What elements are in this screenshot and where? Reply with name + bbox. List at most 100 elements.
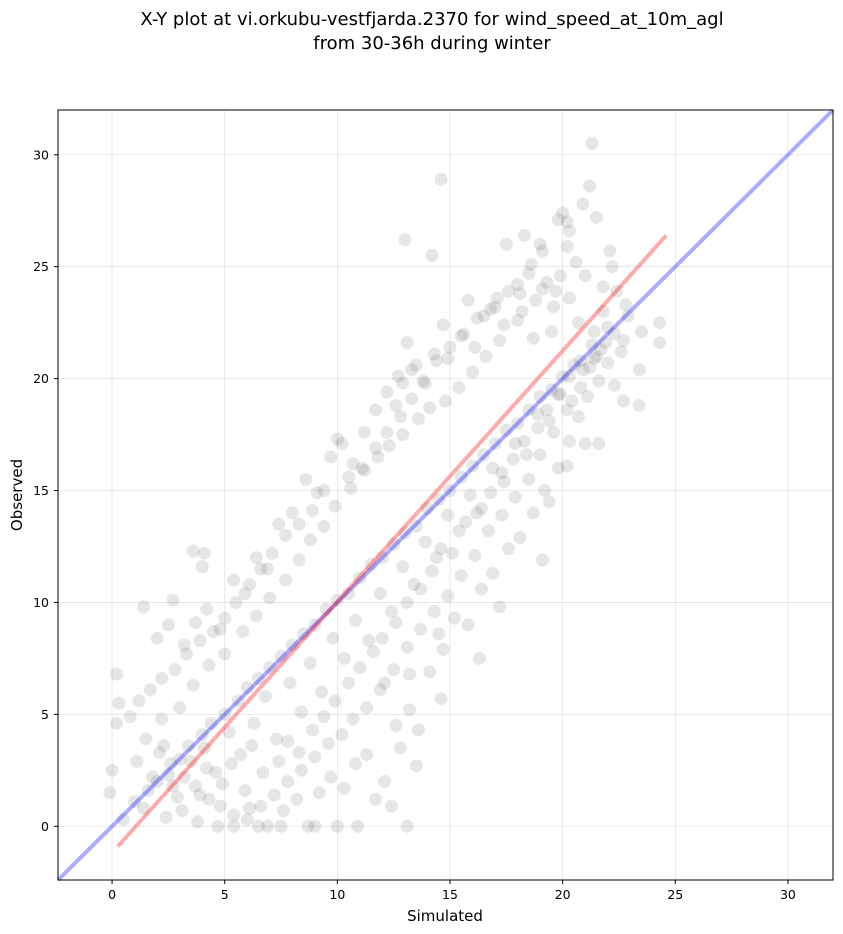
scatter-point — [556, 206, 570, 220]
scatter-point — [242, 578, 256, 592]
scatter-point — [443, 340, 457, 354]
scatter-point — [346, 457, 360, 471]
scatter-point — [601, 320, 615, 334]
scatter-point — [393, 410, 407, 424]
scatter-point — [517, 434, 531, 448]
scatter-point — [468, 340, 482, 354]
x-axis-label: Simulated — [407, 907, 483, 925]
x-tick-label: 10 — [329, 887, 345, 902]
scatter-point — [321, 736, 335, 750]
scatter-point — [112, 696, 126, 710]
scatter-point — [441, 508, 455, 522]
scatter-point — [110, 716, 124, 730]
scatter-point — [409, 519, 423, 533]
scatter-point — [434, 542, 448, 556]
scatter-point — [493, 334, 507, 348]
scatter-point — [328, 694, 342, 708]
scatter-point — [303, 533, 317, 547]
scatter-point — [218, 611, 232, 625]
scatter-point — [653, 316, 667, 330]
scatter-point — [263, 660, 277, 674]
scatter-point — [542, 414, 556, 428]
scatter-point — [265, 546, 279, 560]
scatter-point — [522, 266, 536, 280]
scatter-point — [486, 566, 500, 580]
scatter-point — [387, 537, 401, 551]
scatter-points — [103, 137, 667, 833]
scatter-point — [238, 783, 252, 797]
scatter-point — [110, 667, 124, 681]
scatter-point — [294, 763, 308, 777]
scatter-point — [179, 647, 193, 661]
scatter-point — [574, 381, 588, 395]
scatter-point — [535, 553, 549, 567]
scatter-point — [317, 519, 331, 533]
scatter-point — [263, 591, 277, 605]
scatter-point — [290, 792, 304, 806]
scatter-point — [393, 741, 407, 755]
scatter-point — [562, 291, 576, 305]
scatter-point — [529, 293, 543, 307]
scatter-point — [166, 593, 180, 607]
scatter-point — [202, 792, 216, 806]
scatter-point — [245, 739, 259, 753]
scatter-point — [274, 819, 288, 833]
scatter-point — [540, 403, 554, 417]
scatter-point — [562, 369, 576, 383]
y-tick-label: 25 — [33, 259, 49, 274]
scatter-point — [326, 631, 340, 645]
scatter-point — [378, 775, 392, 789]
scatter-point — [272, 517, 286, 531]
scatter-point — [515, 304, 529, 318]
scatter-point — [348, 613, 362, 627]
scatter-point — [227, 573, 241, 587]
scatter-point — [535, 282, 549, 296]
scatter-point — [434, 172, 448, 186]
scatter-point — [384, 604, 398, 618]
scatter-point — [475, 501, 489, 515]
scatter-point — [411, 412, 425, 426]
scatter-point — [337, 651, 351, 665]
scatter-point — [400, 595, 414, 609]
chart-title-line2: from 30-36h during winter — [313, 33, 551, 54]
scatter-point — [479, 349, 493, 363]
scatter-point — [258, 689, 272, 703]
scatter-point — [170, 790, 184, 804]
scatter-point — [213, 799, 227, 813]
scatter-point — [452, 381, 466, 395]
scatter-point — [565, 394, 579, 408]
x-tick-label: 5 — [221, 887, 229, 902]
scatter-point — [490, 291, 504, 305]
scatter-point — [242, 801, 256, 815]
scatter-point — [272, 754, 286, 768]
scatter-point — [511, 416, 525, 430]
scatter-point — [598, 336, 612, 350]
scatter-point — [542, 495, 556, 509]
scatter-point — [143, 683, 157, 697]
scatter-point — [441, 351, 455, 365]
scatter-point — [161, 618, 175, 632]
scatter-point — [560, 459, 574, 473]
scatter-point — [553, 269, 567, 283]
scatter-point — [128, 795, 142, 809]
scatter-point — [360, 748, 374, 762]
scatter-point — [580, 390, 594, 404]
scatter-point — [227, 808, 241, 822]
scatter-point — [402, 703, 416, 717]
scatter-point — [342, 586, 356, 600]
scatter-point — [405, 392, 419, 406]
scatter-point — [132, 694, 146, 708]
scatter-point — [400, 336, 414, 350]
scatter-point — [495, 508, 509, 522]
scatter-point — [551, 213, 565, 227]
scatter-point — [378, 676, 392, 690]
scatter-point — [380, 385, 394, 399]
scatter-point — [411, 723, 425, 737]
scatter-point — [369, 792, 383, 806]
scatter-point — [380, 425, 394, 439]
scatter-point — [139, 732, 153, 746]
scatter-point — [432, 627, 446, 641]
scatter-point — [373, 683, 387, 697]
scatter-point — [567, 358, 581, 372]
scatter-point — [578, 437, 592, 451]
